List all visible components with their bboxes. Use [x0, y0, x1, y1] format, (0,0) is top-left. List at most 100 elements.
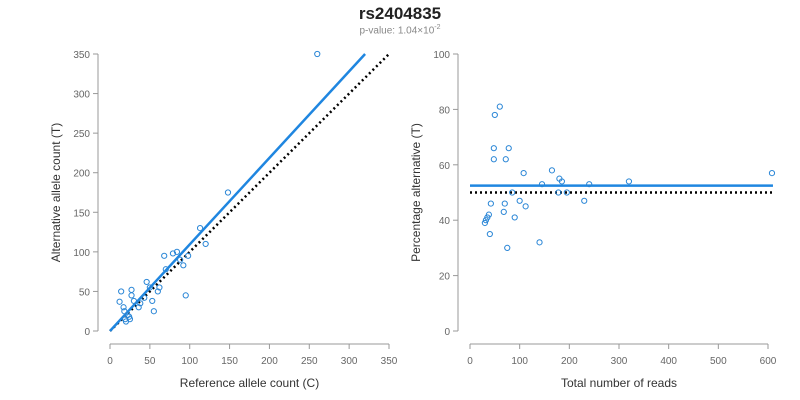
- left-data-point: [118, 288, 125, 295]
- left-data-point: [137, 300, 144, 307]
- left-data-point: [126, 316, 134, 323]
- left-data-point: [224, 189, 232, 196]
- left-data-point: [128, 292, 135, 299]
- right-data-point: [586, 181, 593, 188]
- right-x-tick-label: 100: [511, 356, 528, 367]
- left-data-point: [154, 288, 161, 295]
- left-y-tick-label: 50: [79, 287, 91, 298]
- left-data-point: [116, 298, 123, 305]
- left-data-point: [314, 50, 321, 58]
- left-y-tick-label: 0: [84, 327, 90, 338]
- subtitle-exponent: -2: [434, 24, 441, 31]
- right-data-point: [625, 178, 633, 185]
- left-data-point: [182, 292, 189, 299]
- right-x-tick-label: 600: [760, 356, 777, 367]
- left-y-tick-label: 100: [73, 248, 90, 259]
- right-data-point: [548, 167, 556, 174]
- right-y-tick-label: 40: [439, 216, 451, 227]
- right-data-point: [768, 170, 776, 177]
- left-data-point: [161, 252, 168, 259]
- right-data-point: [504, 244, 511, 251]
- right-y-tick-label: 80: [439, 105, 451, 116]
- left-data-point: [121, 308, 128, 315]
- right-panel: 0 20 40 60 80 100 0 100 200 300 400 500 600 Total num…: [409, 50, 777, 390]
- left-data-point: [149, 297, 156, 305]
- right-data-point: [536, 239, 543, 246]
- left-x-axis-label: Reference allele count (C): [180, 376, 319, 390]
- right-x-tick-label: 300: [611, 356, 628, 367]
- left-data-point: [120, 304, 127, 311]
- left-data-point: [173, 248, 181, 255]
- right-x-axis-label: Total number of reads: [561, 376, 677, 390]
- right-data-point: [485, 211, 492, 218]
- right-data-point: [563, 189, 570, 196]
- right-y-tick-label: 60: [439, 161, 451, 172]
- left-fit-line: [109, 53, 367, 332]
- left-data-point: [169, 250, 177, 257]
- right-y-tick-label: 0: [444, 327, 450, 338]
- left-y-tick-label: 150: [73, 208, 90, 219]
- right-x-tick-label: 500: [710, 356, 727, 367]
- left-data-point: [143, 278, 150, 286]
- left-data-point: [128, 286, 135, 293]
- left-data-point: [202, 240, 209, 248]
- right-data-point: [502, 156, 509, 163]
- left-data-point: [135, 304, 142, 311]
- left-data-point: [196, 225, 204, 232]
- left-data-point: [146, 284, 153, 291]
- left-data-point: [130, 297, 138, 305]
- right-x-tick-label: 0: [467, 356, 473, 367]
- right-data-point: [490, 145, 497, 152]
- right-data-point: [481, 219, 488, 227]
- left-x-tick-label: 100: [181, 356, 198, 367]
- left-y-tick-label: 300: [73, 90, 90, 101]
- right-data-point: [491, 111, 498, 119]
- chart-title: rs2404835: [358, 4, 442, 23]
- right-data-point: [509, 189, 516, 196]
- chart-subtitle: p-value: 1.04×10-2: [0, 24, 800, 36]
- left-data-point: [185, 252, 192, 259]
- right-data-point: [505, 145, 512, 152]
- left-x-tick-label: 200: [261, 356, 278, 367]
- left-y-tick-label: 200: [73, 169, 90, 180]
- right-x-tick-label: 200: [561, 356, 578, 367]
- left-y-axis-label: Alternative allele count (T): [49, 123, 63, 262]
- right-data-point: [486, 230, 493, 238]
- right-data-point: [558, 178, 565, 185]
- left-panel: 0 50 100 150 200 250 300 350 0 50 100 150 200 250 300 3…: [49, 50, 398, 390]
- right-data-point: [555, 189, 562, 196]
- right-data-point: [500, 208, 507, 215]
- left-data-point: [141, 294, 148, 301]
- right-data-point: [581, 197, 588, 204]
- right-data-point: [516, 197, 523, 204]
- right-x-tick-label: 400: [660, 356, 677, 367]
- left-x-tick-label: 0: [107, 356, 113, 367]
- left-data-point: [150, 308, 157, 315]
- left-x-tick-label: 50: [144, 356, 156, 367]
- left-data-point: [162, 266, 169, 273]
- right-data-point: [522, 203, 529, 210]
- left-y-tick-label: 350: [73, 50, 90, 61]
- subtitle-text: p-value: 1.04×10: [359, 25, 435, 37]
- right-y-tick-label: 20: [439, 272, 451, 283]
- left-y-tick-label: 250: [73, 129, 90, 140]
- left-x-tick-label: 350: [381, 356, 398, 367]
- right-data-point: [490, 156, 497, 163]
- left-data-point: [177, 256, 184, 263]
- right-y-tick-label: 100: [433, 50, 450, 61]
- left-x-tick-label: 300: [341, 356, 358, 367]
- right-data-point: [496, 103, 503, 110]
- left-data-point: [156, 284, 163, 291]
- left-expected-line: [109, 53, 390, 332]
- right-y-axis-label: Percentage alternative (T): [409, 123, 423, 262]
- right-data-point: [501, 200, 508, 207]
- right-data-point: [511, 214, 518, 221]
- right-data-point: [520, 170, 527, 177]
- left-x-tick-label: 250: [301, 356, 318, 367]
- left-x-tick-label: 150: [221, 356, 238, 367]
- right-data-point: [487, 200, 494, 207]
- right-data-point: [538, 181, 546, 188]
- left-data-point: [180, 262, 187, 269]
